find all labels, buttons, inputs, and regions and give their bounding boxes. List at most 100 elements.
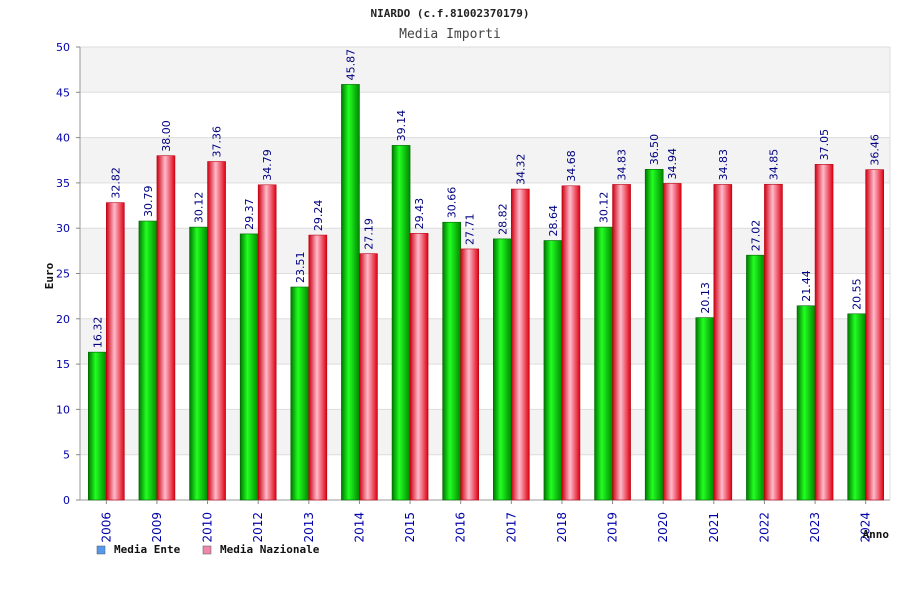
data-label: 38.00 bbox=[160, 120, 173, 152]
data-label: 32.82 bbox=[109, 167, 122, 199]
bar-media-ente bbox=[88, 351, 107, 501]
x-tick-label: 2014 bbox=[352, 512, 366, 543]
bar-media-ente bbox=[493, 238, 512, 501]
x-tick-label: 2013 bbox=[302, 512, 316, 543]
x-tick-label: 2024 bbox=[859, 512, 873, 543]
x-tick-label: 2015 bbox=[403, 512, 417, 543]
bar-media-ente bbox=[239, 233, 259, 501]
data-label: 37.05 bbox=[818, 129, 831, 161]
chart-title: NIARDO (c.f.81002370179) bbox=[371, 7, 530, 20]
bar-media-nazionale bbox=[106, 202, 125, 501]
x-axis-label: Anno bbox=[863, 528, 890, 541]
data-label: 29.37 bbox=[243, 198, 256, 230]
data-label: 30.12 bbox=[598, 192, 611, 224]
data-label: 27.02 bbox=[749, 220, 762, 252]
bar-media-ente bbox=[341, 84, 360, 501]
bar-media-nazionale bbox=[662, 183, 682, 501]
legend-label-media-ente: Media Ente bbox=[114, 543, 181, 556]
y-tick-label: 15 bbox=[56, 358, 70, 371]
x-tick-label: 2017 bbox=[504, 512, 518, 543]
data-label: 45.87 bbox=[344, 49, 357, 81]
data-labels: 16.32 32.82 30.79 38.00 30.12 37.36 29.37 34.79… bbox=[91, 49, 881, 348]
bar-media-nazionale bbox=[865, 169, 884, 501]
bar-media-nazionale bbox=[409, 233, 429, 501]
data-label: 27.71 bbox=[464, 213, 477, 245]
bar-media-ente bbox=[442, 221, 461, 501]
data-label: 29.24 bbox=[312, 200, 325, 232]
bar-media-nazionale bbox=[460, 248, 479, 501]
x-tick-label: 2022 bbox=[757, 512, 771, 543]
data-label: 34.83 bbox=[616, 149, 629, 181]
plot-band bbox=[80, 92, 890, 138]
legend-label-media-nazionale: Media Nazionale bbox=[220, 543, 320, 556]
x-tick-label: 2021 bbox=[707, 512, 721, 543]
data-label: 34.83 bbox=[717, 149, 730, 181]
data-label: 20.13 bbox=[699, 282, 712, 314]
bar-media-ente bbox=[594, 226, 613, 501]
data-label: 30.66 bbox=[446, 187, 459, 219]
data-label: 34.32 bbox=[514, 154, 527, 186]
bar-media-ente bbox=[543, 240, 563, 501]
data-label: 34.79 bbox=[261, 149, 274, 181]
y-tick-label: 25 bbox=[56, 268, 70, 281]
data-label: 30.12 bbox=[193, 192, 206, 224]
bar-media-ente bbox=[138, 220, 158, 501]
bar-media-nazionale bbox=[308, 234, 328, 501]
bar-media-nazionale bbox=[814, 164, 834, 501]
bar-media-ente bbox=[796, 305, 816, 501]
y-axis-ticks: 0 5 10 15 20 25 30 35 40 45 50 bbox=[56, 41, 80, 507]
chart-subtitle: Media Importi bbox=[399, 27, 501, 42]
y-tick-label: 0 bbox=[63, 494, 70, 507]
data-label: 20.55 bbox=[851, 278, 864, 310]
bar-media-nazionale bbox=[359, 253, 378, 501]
bar-media-nazionale bbox=[207, 161, 226, 501]
bar-media-ente bbox=[189, 226, 208, 501]
x-tick-label: 2009 bbox=[150, 512, 164, 543]
y-axis-label: Euro bbox=[43, 262, 56, 289]
bar-media-nazionale bbox=[511, 188, 530, 501]
bar-media-ente bbox=[644, 169, 664, 501]
bars bbox=[88, 84, 884, 501]
y-tick-label: 40 bbox=[56, 132, 70, 145]
x-tick-label: 2010 bbox=[201, 512, 215, 543]
data-label: 23.51 bbox=[294, 251, 307, 283]
data-label: 34.85 bbox=[767, 149, 780, 181]
data-label: 34.68 bbox=[565, 150, 578, 182]
plot-band bbox=[80, 47, 890, 93]
legend: Media Ente Media Nazionale bbox=[96, 543, 320, 556]
bar-media-ente bbox=[290, 286, 310, 501]
y-tick-label: 20 bbox=[56, 313, 70, 326]
data-label: 21.44 bbox=[800, 270, 813, 302]
y-tick-label: 50 bbox=[56, 41, 70, 54]
x-tick-label: 2023 bbox=[808, 512, 822, 543]
bar-media-ente bbox=[391, 145, 411, 501]
data-label: 34.94 bbox=[666, 148, 679, 180]
data-label: 30.79 bbox=[142, 186, 155, 218]
data-label: 39.14 bbox=[395, 110, 408, 142]
x-tick-label: 2016 bbox=[454, 512, 468, 543]
data-label: 27.19 bbox=[362, 218, 375, 250]
x-tick-label: 2018 bbox=[555, 512, 569, 543]
y-tick-label: 5 bbox=[63, 449, 70, 462]
bar-media-nazionale bbox=[561, 185, 581, 501]
x-tick-label: 2006 bbox=[99, 512, 113, 543]
data-label: 28.64 bbox=[547, 205, 560, 237]
data-label: 28.82 bbox=[496, 203, 509, 235]
data-label: 37.36 bbox=[211, 126, 224, 158]
legend-swatch-media-nazionale bbox=[202, 545, 212, 555]
bar-media-ente bbox=[695, 317, 715, 501]
x-tick-label: 2012 bbox=[251, 512, 265, 543]
bar-media-ente bbox=[746, 254, 765, 501]
y-tick-label: 10 bbox=[56, 403, 70, 416]
x-axis-ticks: 2006 2009 2010 2012 2013 2014 2015 2016 2017 2018… bbox=[99, 500, 873, 543]
bar-media-nazionale bbox=[713, 184, 733, 501]
y-tick-label: 35 bbox=[56, 177, 70, 190]
bar-media-nazionale bbox=[257, 184, 277, 501]
bar-media-nazionale bbox=[156, 155, 176, 501]
x-tick-label: 2020 bbox=[656, 512, 670, 543]
legend-swatch-media-ente bbox=[96, 545, 106, 555]
bar-media-ente bbox=[847, 313, 866, 501]
bar-media-nazionale bbox=[612, 184, 631, 501]
y-tick-label: 30 bbox=[56, 222, 70, 235]
